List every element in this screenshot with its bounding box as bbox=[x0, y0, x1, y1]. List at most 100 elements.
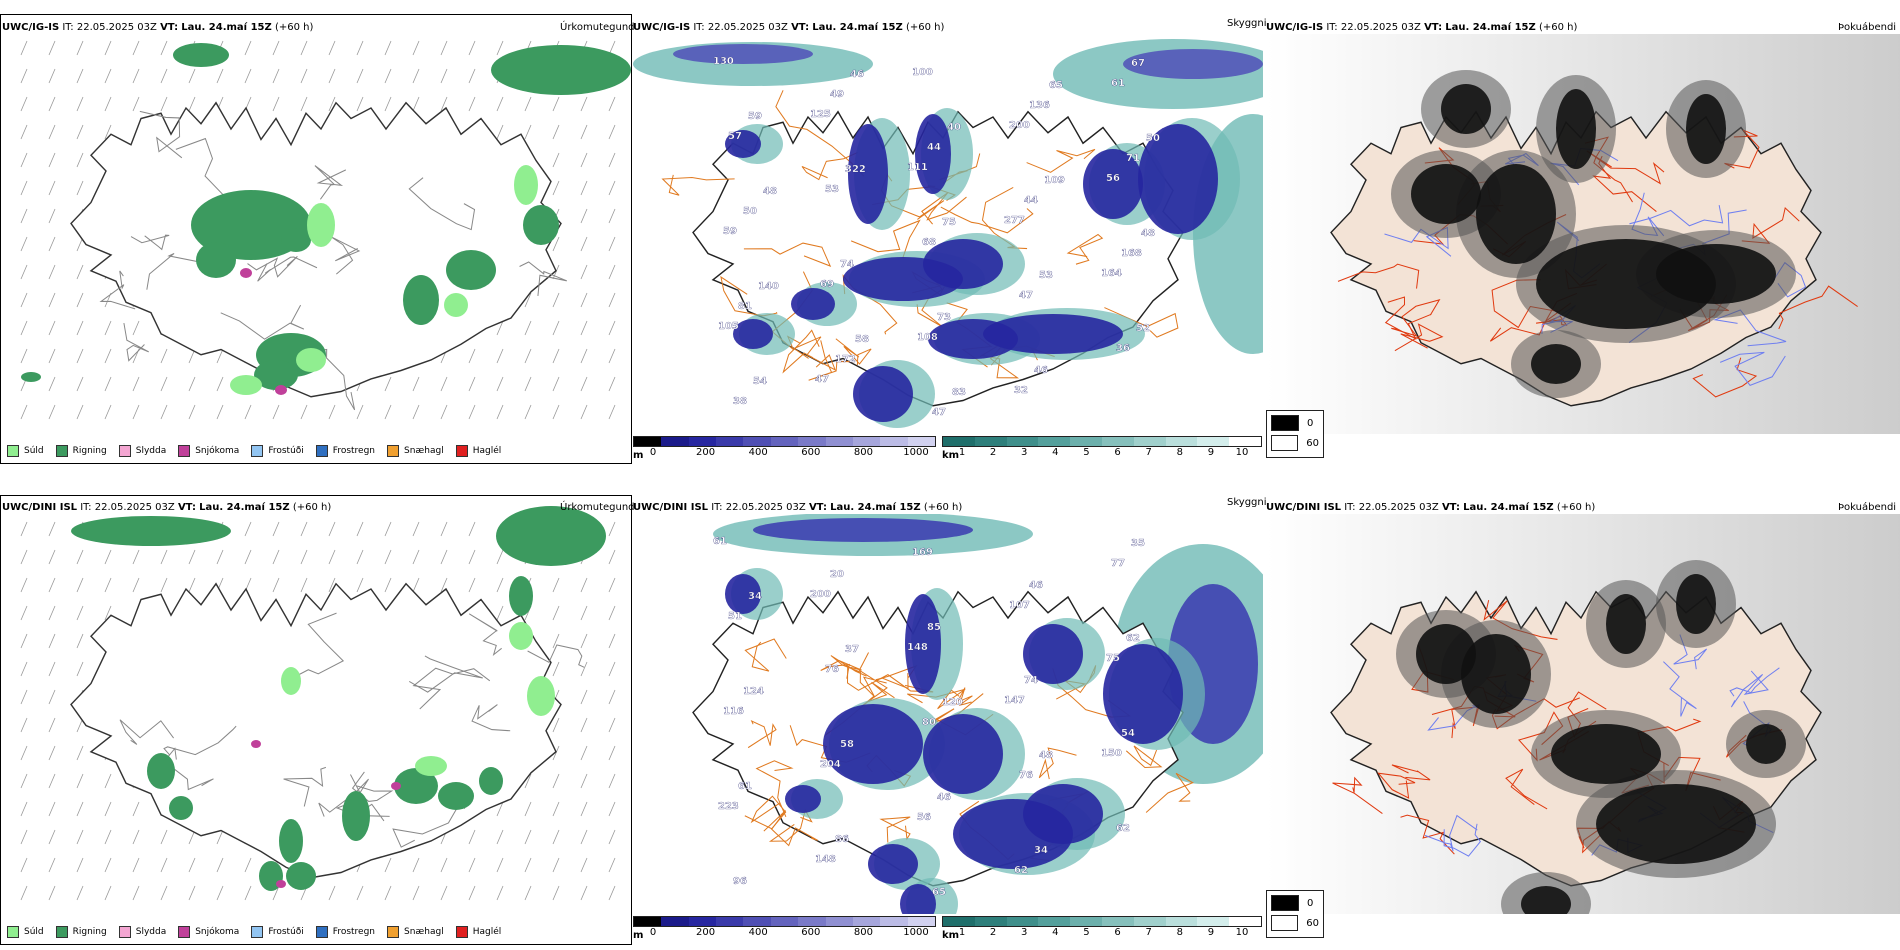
panel-header: UWC/IG-IS IT: 22.05.2025 03Z VT: Lau. 24… bbox=[2, 22, 314, 33]
cloud-height-label: 61 bbox=[738, 781, 752, 792]
legend-item: Rigning bbox=[55, 926, 107, 938]
visibility-map-canvas: 61 200 148 147 150 223 148 169 107 75 116 204 56 62 77… bbox=[633, 514, 1263, 914]
cloud-height-label: 277 bbox=[1004, 215, 1025, 226]
cloud-height-label: 32 bbox=[1014, 385, 1028, 396]
wind-barb bbox=[48, 124, 56, 140]
legend-label: Slydda bbox=[135, 927, 167, 937]
field-blob bbox=[1123, 49, 1263, 79]
wind-barb bbox=[132, 801, 140, 817]
wind-barb bbox=[132, 68, 140, 84]
cloud-height-label: 200 bbox=[810, 589, 831, 600]
fog-legend-row: 0 bbox=[1271, 415, 1319, 431]
wind-barb bbox=[496, 124, 504, 140]
scalebar-ticks: 1 2 3 4 5 6 7 8 9 10 bbox=[942, 447, 1262, 461]
wind-barb bbox=[76, 801, 84, 817]
legend-swatch bbox=[55, 926, 68, 938]
road-line bbox=[1692, 357, 1758, 398]
wind-barb bbox=[48, 40, 56, 56]
wind-barb bbox=[160, 549, 168, 565]
wind-barb bbox=[104, 348, 112, 364]
scalebar-cell bbox=[1197, 437, 1230, 446]
cloud-height-label: 105 bbox=[718, 321, 739, 332]
field-blob bbox=[983, 314, 1123, 354]
precip-map-canvas bbox=[20, 40, 631, 420]
road-line bbox=[820, 660, 862, 679]
wind-barb bbox=[20, 521, 28, 537]
field-blob bbox=[342, 791, 370, 841]
legend-label: Frostregn bbox=[332, 446, 376, 456]
wind-barb bbox=[244, 885, 252, 901]
wind-barb bbox=[580, 376, 588, 392]
scalebar-cell bbox=[974, 917, 1007, 926]
cloud-height-label: 59 bbox=[723, 226, 737, 237]
wind-barb bbox=[76, 376, 84, 392]
wind-barb bbox=[300, 96, 308, 112]
fog-map-canvas bbox=[1266, 34, 1900, 434]
cloud-height-label: 51 bbox=[728, 611, 742, 622]
wind-barb bbox=[20, 124, 28, 140]
scalebar-tick: 600 bbox=[801, 927, 821, 938]
wind-barb bbox=[468, 404, 476, 420]
road-line bbox=[1384, 296, 1432, 340]
wind-barb bbox=[132, 549, 140, 565]
road-line bbox=[408, 655, 483, 693]
visibility-map-row1: 130 125 111 277 164 105 47 100 200 56 59 69 108 32 61 5… bbox=[633, 34, 1263, 434]
cloud-height-label: 172 bbox=[835, 354, 856, 365]
wind-barb bbox=[76, 96, 84, 112]
scalebar-tick: 5 bbox=[1083, 927, 1090, 938]
wind-barb bbox=[328, 577, 336, 593]
scalebar-cell bbox=[1038, 437, 1071, 446]
wind-barb bbox=[188, 404, 196, 420]
wind-barb bbox=[440, 885, 448, 901]
cloud-height-label: 75 bbox=[942, 217, 956, 228]
wind-barb bbox=[48, 605, 56, 621]
wind-barb bbox=[132, 320, 140, 336]
wind-barb bbox=[468, 521, 476, 537]
field-blob bbox=[394, 768, 438, 804]
panel-header: UWC/DINI ISL IT: 22.05.2025 03Z VT: Lau.… bbox=[633, 502, 963, 513]
cloud-height-label: 62 bbox=[1126, 633, 1140, 644]
wind-barb bbox=[384, 885, 392, 901]
wind-barb bbox=[328, 549, 336, 565]
wind-barb bbox=[356, 885, 364, 901]
field-blob bbox=[1606, 594, 1646, 654]
cloud-height-label: 54 bbox=[753, 376, 767, 387]
panel-header: UWC/IG-IS IT: 22.05.2025 03Z VT: Lau. 24… bbox=[633, 22, 945, 33]
scalebar-cell bbox=[1006, 437, 1039, 446]
wind-barb bbox=[20, 96, 28, 112]
wind-barb bbox=[132, 376, 140, 392]
wind-barb bbox=[580, 773, 588, 789]
wind-barb bbox=[608, 208, 616, 224]
wind-barb bbox=[76, 549, 84, 565]
scalebar-unit: km bbox=[942, 930, 960, 941]
scalebar-ticks: 0 200 400 600 800 1000 bbox=[633, 927, 936, 941]
road-line bbox=[468, 613, 502, 657]
road-line bbox=[1730, 670, 1769, 708]
cloud-height-label: 124 bbox=[743, 686, 764, 697]
wind-barb bbox=[272, 40, 280, 56]
wind-barb bbox=[440, 68, 448, 84]
road-line bbox=[351, 771, 394, 802]
scalebar-cell bbox=[688, 437, 717, 446]
fog-legend-swatch bbox=[1271, 415, 1299, 431]
wind-barb bbox=[412, 376, 420, 392]
road-line bbox=[661, 174, 735, 196]
cloud-height-label: 61 bbox=[713, 536, 727, 547]
wind-barb bbox=[76, 292, 84, 308]
wind-barb bbox=[608, 376, 616, 392]
scalebar-tick: 800 bbox=[853, 447, 873, 458]
wind-barb bbox=[48, 773, 56, 789]
legend-item: Frostúði bbox=[251, 445, 304, 457]
wind-barb bbox=[580, 208, 588, 224]
legend-label: Frostregn bbox=[332, 927, 376, 937]
wind-barb bbox=[580, 717, 588, 733]
cloud-height-label: 76 bbox=[1019, 770, 1033, 781]
wind-barb bbox=[440, 549, 448, 565]
wind-barb bbox=[356, 40, 364, 56]
fog-legend-value: 60 bbox=[1306, 917, 1319, 929]
road-line bbox=[1145, 772, 1194, 813]
wind-barb bbox=[356, 96, 364, 112]
wind-barb bbox=[552, 717, 560, 733]
wind-barb bbox=[216, 857, 224, 873]
wind-barb bbox=[188, 68, 196, 84]
